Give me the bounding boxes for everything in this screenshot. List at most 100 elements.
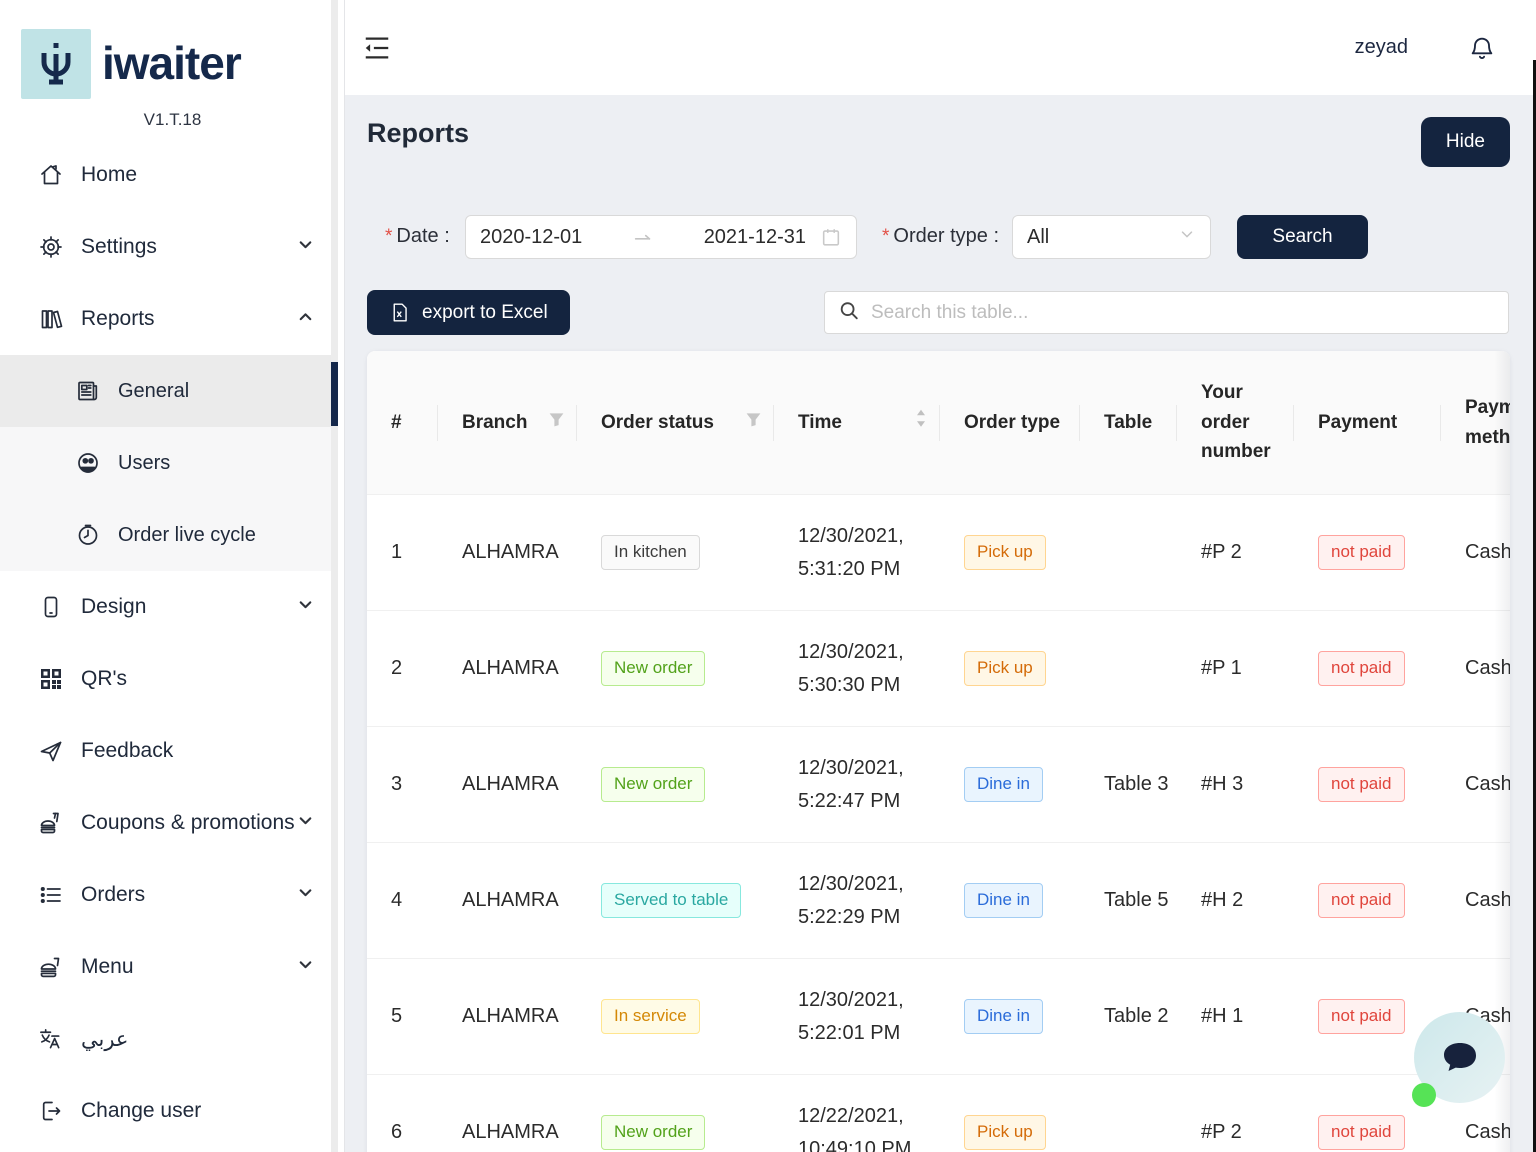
- cell-payment-method: Cash: [1441, 1075, 1510, 1152]
- sidebar-item-general[interactable]: General: [0, 355, 338, 427]
- cell-order-type: Pick up: [940, 1075, 1080, 1152]
- tag-dine-in: Dine in: [964, 999, 1043, 1034]
- tag-not-paid: not paid: [1318, 999, 1405, 1034]
- sidebar-item-settings[interactable]: Settings: [0, 211, 338, 283]
- date-filter-label: * Date :: [385, 225, 450, 247]
- date-from-value[interactable]: 2020-12-01: [480, 225, 583, 248]
- sidebar-item-label: Design: [81, 595, 147, 618]
- sidebar-item-users[interactable]: Users: [0, 427, 338, 499]
- collapse-sidebar-icon[interactable]: [360, 31, 394, 65]
- clock-icon: [74, 522, 101, 549]
- sidebar-item-coupons-promotions[interactable]: Coupons & promotions: [0, 787, 338, 859]
- cell-payment-method: Cash: [1441, 843, 1510, 959]
- search-button[interactable]: Search: [1237, 215, 1368, 259]
- column-header-your-order-number: Your order number: [1177, 351, 1294, 495]
- cell-order-type: Dine in: [940, 727, 1080, 843]
- notifications-bell-icon[interactable]: [1468, 34, 1496, 62]
- sidebar-item-change-user[interactable]: Change user: [0, 1075, 338, 1147]
- column-header-order-status[interactable]: Order status: [577, 351, 774, 495]
- cell-row-number: 6: [367, 1075, 438, 1152]
- content-area: Reports Hide * Date : 2020-12-01 2021-12-…: [345, 95, 1536, 1152]
- cell-time: 12/30/2021, 5:22:01 PM: [774, 959, 940, 1075]
- cell-payment: not paid: [1294, 1075, 1441, 1152]
- sidebar-item-orders[interactable]: Orders: [0, 859, 338, 931]
- cell-row-number: 2: [367, 611, 438, 727]
- general-icon: [74, 378, 101, 405]
- sidebar-item-label: Reports: [81, 307, 155, 330]
- filter-icon[interactable]: [745, 408, 762, 437]
- cell-order-number: #P 1: [1177, 611, 1294, 727]
- cell-branch: ALHAMRA: [438, 1075, 577, 1152]
- cell-table: Table 5: [1080, 843, 1177, 959]
- tag-new-order: New order: [601, 767, 706, 802]
- qr-icon: [37, 666, 64, 693]
- filter-icon[interactable]: [548, 408, 565, 437]
- column-label: Your order number: [1201, 382, 1271, 463]
- sidebar-item-label: Coupons & promotions: [81, 811, 295, 834]
- cell-payment: not paid: [1294, 843, 1441, 959]
- cell-branch: ALHAMRA: [438, 611, 577, 727]
- column-label: Payment: [1318, 411, 1398, 433]
- table-row: 5 ALHAMRA In service 12/30/2021, 5:22:01 PM…: [367, 959, 1510, 1075]
- reports-icon: [37, 306, 64, 333]
- cell-payment: not paid: [1294, 495, 1441, 611]
- table-search-input[interactable]: [824, 291, 1509, 334]
- required-marker: *: [882, 226, 890, 247]
- sidebar-item-label: Feedback: [81, 739, 174, 762]
- column-header-item: #: [367, 351, 438, 495]
- sidebar-item-feedback[interactable]: Feedback: [0, 715, 338, 787]
- order-type-select[interactable]: All: [1012, 215, 1211, 259]
- export-to-excel-button[interactable]: export to Excel: [367, 290, 570, 335]
- date-range-picker[interactable]: 2020-12-01 2021-12-31: [465, 215, 857, 259]
- translate-icon: [37, 1026, 64, 1053]
- cell-row-number: 5: [367, 959, 438, 1075]
- cell-order-type: Pick up: [940, 611, 1080, 727]
- column-header-time[interactable]: Time: [774, 351, 940, 495]
- sorter-icon[interactable]: [914, 408, 928, 437]
- window-edge: [1533, 60, 1536, 1152]
- column-label: Payment method: [1465, 397, 1510, 448]
- order-type-filter-label: * Order type :: [882, 225, 1000, 247]
- sidebar-item-design[interactable]: Design: [0, 571, 338, 643]
- users-icon: [74, 450, 101, 477]
- tag-new-order: New order: [601, 1115, 706, 1150]
- cell-order-status: New order: [577, 1075, 774, 1152]
- column-header-table: Table: [1080, 351, 1177, 495]
- date-to-value[interactable]: 2021-12-31: [703, 225, 806, 248]
- sidebar: iwaiter V1.T.18 Home Settings Reports Gener…: [0, 0, 345, 1152]
- cell-payment: not paid: [1294, 959, 1441, 1075]
- paper-plane-icon: [37, 738, 64, 765]
- column-header-payment-method: Payment method: [1441, 351, 1510, 495]
- cell-row-number: 1: [367, 495, 438, 611]
- chevron-down-icon: [297, 595, 314, 619]
- sidebar-scrollbar-thumb[interactable]: [331, 362, 338, 426]
- sidebar-item-label: Home: [81, 163, 138, 186]
- username[interactable]: zeyad: [1354, 36, 1408, 58]
- online-status-dot: [1412, 1083, 1436, 1107]
- sidebar-item-label: Users: [118, 451, 171, 474]
- sidebar-item-reports[interactable]: Reports: [0, 283, 338, 355]
- table-row: 3 ALHAMRA New order 12/30/2021, 5:22:47 PM D…: [367, 727, 1510, 843]
- sidebar-item-qr-s[interactable]: QR's: [0, 643, 338, 715]
- hide-button[interactable]: Hide: [1420, 117, 1510, 167]
- excel-file-icon: [389, 302, 410, 323]
- sidebar-item-menu[interactable]: Menu: [0, 931, 338, 1003]
- sidebar-item-order-live-cycle[interactable]: Order live cycle: [0, 499, 338, 571]
- column-header-branch[interactable]: Branch: [438, 351, 577, 495]
- chevron-down-icon: [297, 811, 314, 835]
- burger-icon: [37, 954, 64, 981]
- iwaiter-logo-icon: [21, 29, 91, 99]
- cell-order-status: In kitchen: [577, 495, 774, 611]
- cell-time: 12/30/2021, 5:31:20 PM: [774, 495, 940, 611]
- cell-order-number: #H 2: [1177, 843, 1294, 959]
- sidebar-item-عربي[interactable]: عربي: [0, 1003, 338, 1075]
- cell-table: [1080, 495, 1177, 611]
- tag-not-paid: not paid: [1318, 767, 1405, 802]
- sidebar-item-home[interactable]: Home: [0, 139, 338, 211]
- sidebar-item-label: Settings: [81, 235, 157, 258]
- chevron-down-icon: [297, 883, 314, 907]
- chevron-down-icon: [297, 955, 314, 979]
- column-label: Order status: [601, 411, 714, 433]
- tag-dine-in: Dine in: [964, 767, 1043, 802]
- chevron-down-icon: [297, 235, 314, 259]
